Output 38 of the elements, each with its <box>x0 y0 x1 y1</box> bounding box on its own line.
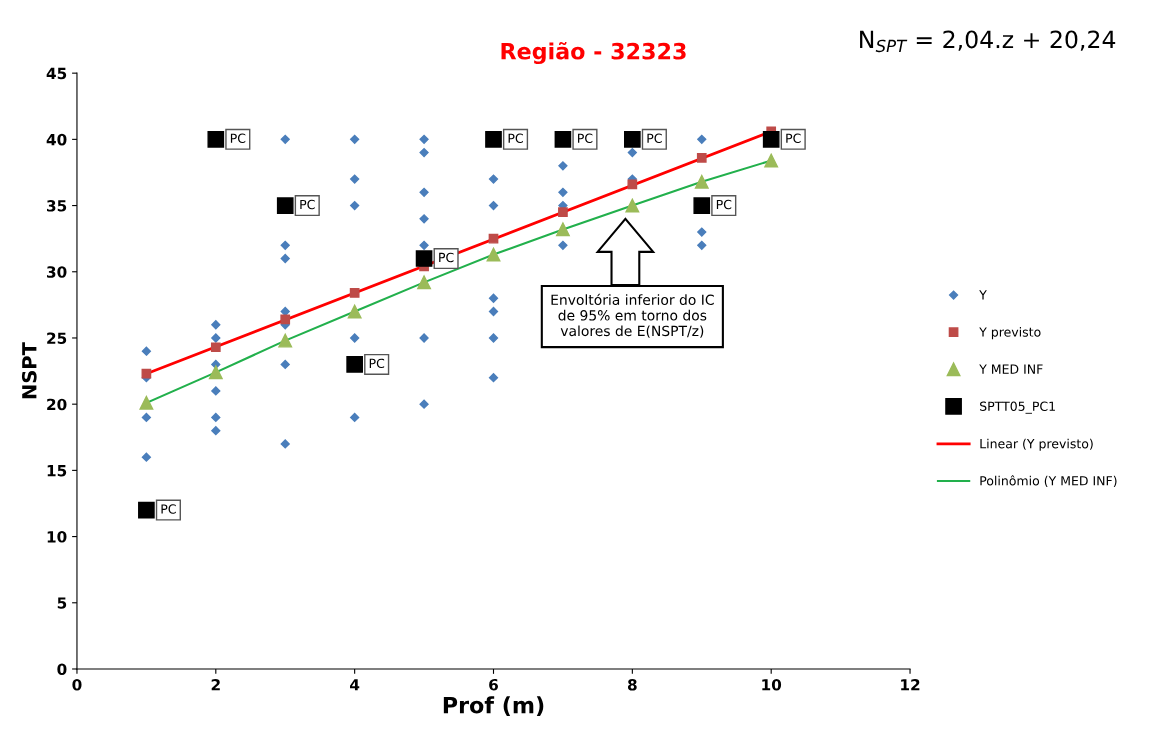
x-tick-label: 12 <box>901 678 920 691</box>
y-tick-label: 25 <box>47 332 67 344</box>
chart-title: Região - 32323 <box>501 41 686 65</box>
x-tick-label: 0 <box>72 678 82 691</box>
annotation: Envoltória inferior do IC de 95% em torno dos valores de E(NSPT/z) <box>551 293 714 338</box>
legend-label: Y MED INF <box>979 364 1043 374</box>
annotation: PC <box>161 504 176 514</box>
annotation: PC <box>300 199 315 210</box>
x-tick-label: 10 <box>762 678 782 691</box>
y-tick-label: 10 <box>47 531 67 543</box>
legend-label: SPTT05_PC1 <box>980 401 1055 414</box>
legend-label: Polinômio (Y MED INF) <box>980 475 1117 487</box>
y-tick-label: 35 <box>47 200 67 212</box>
legend-label: Linear (Y previsto) <box>980 438 1093 451</box>
annotation: PC <box>230 133 246 143</box>
y-axis-title: NSPT <box>21 342 37 399</box>
x-tick-label: 6 <box>489 678 498 691</box>
y-tick-label: 45 <box>46 67 67 80</box>
y-tick-label: 30 <box>47 266 67 278</box>
annotation: PC <box>578 133 593 143</box>
x-tick-label: 8 <box>627 678 637 691</box>
annotation: PC <box>439 252 454 263</box>
annotation: PC <box>716 199 732 210</box>
annotation: PC <box>369 358 385 369</box>
y-tick-label: 0 <box>57 663 67 676</box>
y-tick-label: 40 <box>46 133 67 146</box>
x-tick-label: 2 <box>211 678 220 691</box>
annotation: PC <box>508 133 523 143</box>
y-tick-label: 15 <box>47 465 67 477</box>
annotation: PC <box>647 133 662 143</box>
text: N$_{SPT}$ = 2,04.z + 20,24 <box>860 30 1116 53</box>
legend-label: Y previsto <box>979 327 1041 340</box>
x-tick-label: 4 <box>350 679 360 691</box>
y-tick-label: 20 <box>47 398 67 411</box>
annotation: PC <box>786 133 801 143</box>
x-axis-title: Prof (m) <box>443 696 544 717</box>
legend-label: Y <box>979 290 987 300</box>
y-tick-label: 5 <box>57 597 67 609</box>
